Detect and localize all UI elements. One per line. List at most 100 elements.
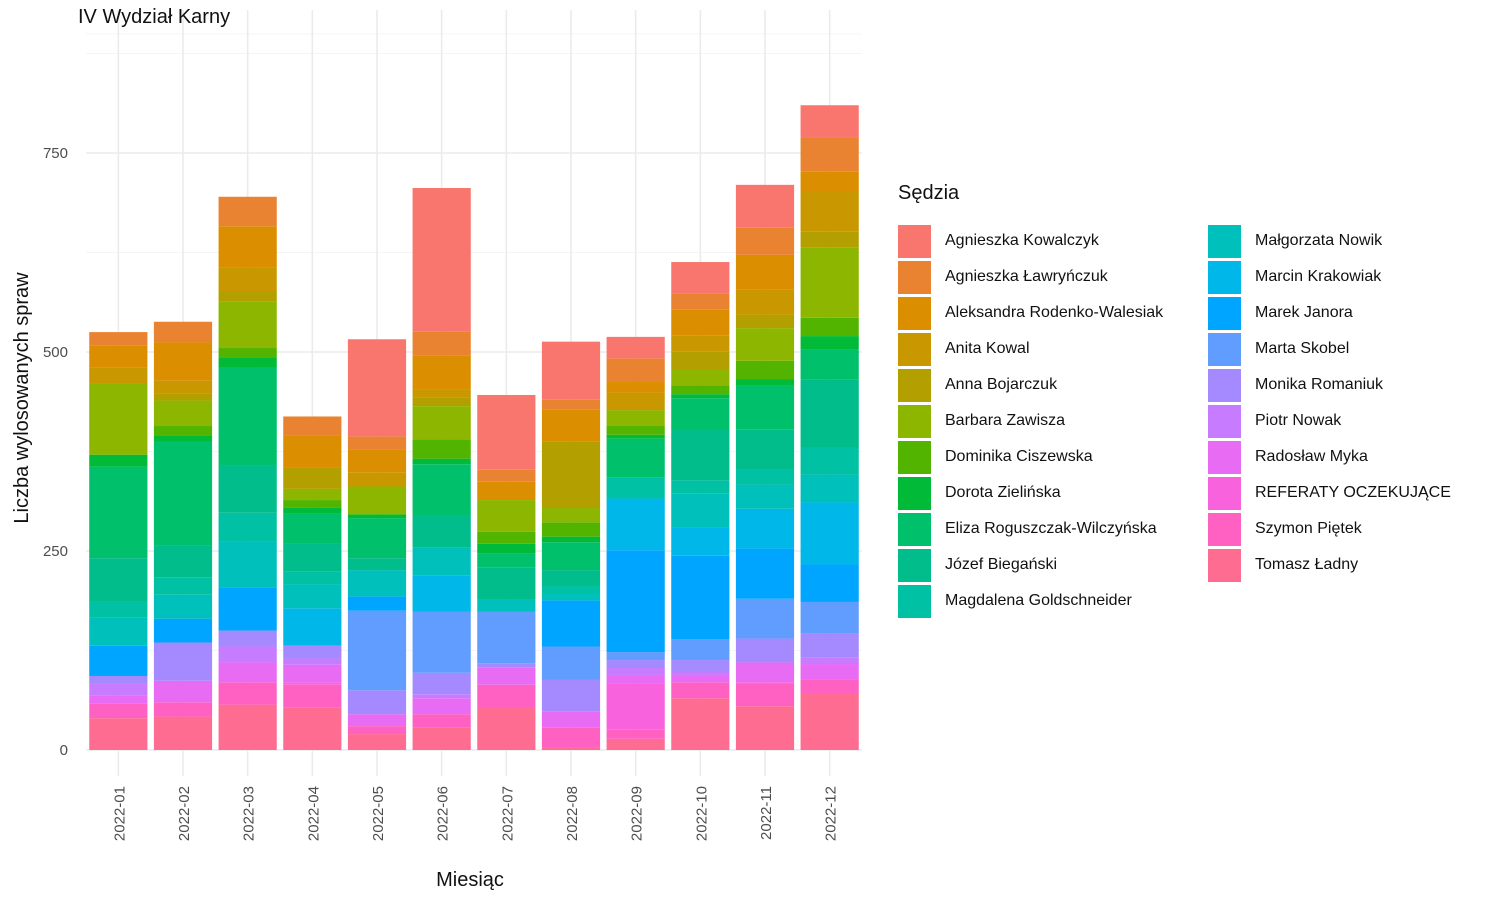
- bar-segment: [541, 542, 601, 571]
- bar-segment: [218, 662, 277, 683]
- bar-segment: [153, 435, 213, 442]
- bar-segment: [735, 598, 795, 639]
- legend-label: Szymon Piętek: [1255, 520, 1362, 537]
- y-tick-label: 0: [60, 742, 68, 759]
- bar-segment: [606, 738, 665, 750]
- legend-label: Dorota Zielińska: [945, 484, 1061, 501]
- bar-segment: [800, 633, 859, 658]
- bar-segment: [412, 355, 471, 390]
- bar-segment: [283, 608, 342, 646]
- bar-segment: [477, 531, 536, 544]
- legend-key: [898, 584, 931, 618]
- legend-key: [1208, 440, 1241, 474]
- bar-segment: [283, 500, 342, 508]
- bar-segment: [89, 617, 148, 646]
- bar-segment: [800, 664, 859, 680]
- bar-segment: [477, 394, 536, 470]
- bar-segment: [671, 480, 730, 494]
- bar-segment: [606, 426, 665, 435]
- legend: Sędzia Agnieszka Kowalczyk Agnieszka Ławr…: [898, 182, 1500, 619]
- bar-segment: [89, 466, 148, 559]
- bar-segment: [671, 555, 730, 640]
- legend-column: Agnieszka Kowalczyk Agnieszka Ławryńczuk A…: [898, 223, 1208, 619]
- y-axis-label: Liczba wylosowanych spraw: [11, 272, 33, 524]
- x-tick-label: 2022-10: [693, 786, 710, 841]
- bar-segment: [735, 683, 795, 707]
- bar-segment: [800, 192, 859, 232]
- legend-item: Aleksandra Rodenko-Walesiak: [898, 295, 1208, 331]
- bar-segment: [735, 227, 795, 255]
- legend-label: Eliza Roguszczak-Wilczyńska: [945, 520, 1157, 537]
- bar-segment: [218, 367, 277, 466]
- legend-column: Małgorzata Nowik Marcin Krakowiak Marek Ja…: [1208, 223, 1500, 619]
- x-tick-label: 2022-11: [758, 786, 775, 840]
- legend-item: Marta Skobel: [1208, 331, 1500, 367]
- legend-item: Agnieszka Kowalczyk: [898, 223, 1208, 259]
- bar-segment: [671, 698, 730, 750]
- x-tick-label: 2022-01: [111, 786, 128, 841]
- bar-segment: [218, 465, 277, 513]
- bar-segment: [347, 596, 407, 611]
- bar-segment: [283, 571, 342, 585]
- bar-segment: [153, 716, 213, 750]
- bar-segment: [477, 684, 536, 708]
- bar-segment: [800, 657, 859, 665]
- bar-segment: [606, 358, 665, 382]
- bar-segment: [477, 667, 536, 685]
- bar-segment: [412, 389, 471, 398]
- legend-key: [1208, 224, 1241, 258]
- bar-segment: [606, 498, 665, 551]
- bar-segment: [347, 514, 407, 519]
- legend-label: Tomasz Ładny: [1255, 556, 1359, 573]
- legend-label: Piotr Nowak: [1255, 412, 1342, 429]
- bar-segment: [606, 652, 665, 661]
- legend-columns: Agnieszka Kowalczyk Agnieszka Ławryńczuk A…: [898, 223, 1500, 619]
- bar-segment: [347, 726, 407, 735]
- legend-key: [898, 368, 931, 402]
- bar-segment: [412, 672, 471, 695]
- legend-item: Anita Kowal: [898, 331, 1208, 367]
- x-tick-label: 2022-06: [435, 786, 452, 841]
- legend-label: Magdalena Goldschneider: [945, 592, 1132, 609]
- x-tick-label: 2022-12: [823, 786, 840, 841]
- bar-segment: [412, 464, 471, 516]
- bar-segment: [735, 682, 795, 684]
- x-tick-label: 2022-08: [564, 786, 581, 841]
- bar-segment: [800, 317, 859, 337]
- bar-segment: [89, 367, 148, 384]
- x-tick-label: 2022-04: [305, 786, 322, 841]
- bar-segment: [671, 682, 730, 699]
- bar-segment: [671, 351, 730, 370]
- bar-segment: [153, 594, 213, 619]
- legend-label: Marta Skobel: [1255, 340, 1350, 357]
- legend-key: [1208, 368, 1241, 402]
- bar-segment: [541, 508, 601, 523]
- legend-key: [898, 224, 931, 258]
- legend-item: Szymon Piętek: [1208, 511, 1500, 547]
- bar-segment: [606, 668, 665, 676]
- legend-label: Dominika Ciszewska: [945, 448, 1093, 465]
- bar-segment: [606, 381, 665, 393]
- bar-segment: [347, 449, 407, 473]
- bar-segment: [671, 293, 730, 310]
- bar-segment: [283, 684, 342, 708]
- legend-item: Radosław Myka: [1208, 439, 1500, 475]
- bar-segment: [89, 718, 148, 750]
- bar-segment: [412, 397, 471, 407]
- bar-segment: [347, 472, 407, 487]
- x-tick-label: 2022-03: [241, 786, 258, 841]
- bar-segment: [606, 660, 665, 669]
- bar-segment: [153, 380, 213, 394]
- bar-segment: [800, 693, 859, 750]
- bar-segment: [283, 467, 342, 489]
- bar-segment: [671, 527, 730, 556]
- legend-item: Agnieszka Ławryńczuk: [898, 259, 1208, 295]
- legend-label: Marcin Krakowiak: [1255, 268, 1382, 285]
- legend-key: [898, 296, 931, 330]
- bar-segment: [283, 664, 342, 683]
- legend-key: [1208, 296, 1241, 330]
- legend-item: Magdalena Goldschneider: [898, 583, 1208, 619]
- bar-segment: [541, 399, 601, 410]
- legend-label: Józef Biegański: [945, 556, 1058, 573]
- bar-segment: [218, 704, 277, 750]
